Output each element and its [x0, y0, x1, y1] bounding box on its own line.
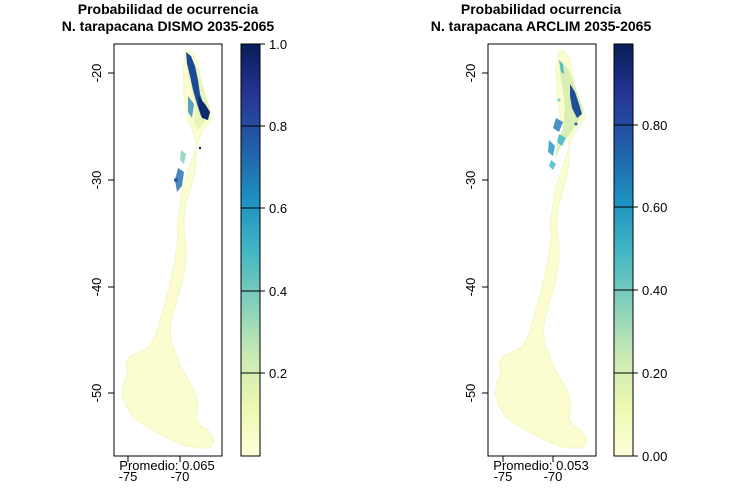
legend-tick-label: 1.0: [269, 37, 287, 52]
panel-title-line2: N. tarapacana ARCLIM 2035-2065: [431, 18, 652, 34]
y-tick-label: -40: [463, 278, 478, 297]
legend-tick-label: 0.20: [642, 366, 667, 381]
legend-tick-label: 0.6: [269, 201, 287, 216]
y-axis: -20 -30 -40 -50: [89, 64, 114, 403]
y-tick-label: -30: [463, 171, 478, 190]
occurrence-map: [495, 50, 587, 448]
panel-dismo: Probabilidad de ocurrencia N. tarapacana…: [62, 1, 287, 484]
panel-arclim: Probabilidad ocurrencia N. tarapacana AR…: [431, 1, 668, 484]
y-tick-label: -30: [89, 171, 104, 190]
legend-tick-label: 0.8: [269, 119, 287, 134]
x-axis: Promedio: 0.053 -75 -70: [493, 456, 588, 484]
y-tick-label: -20: [463, 64, 478, 83]
y-axis: -20 -30 -40 -50: [463, 64, 488, 403]
y-tick-label: -50: [89, 384, 104, 403]
panel-title-line1: Probabilidad ocurrencia: [461, 1, 621, 17]
legend-tick-label: 0.2: [269, 366, 287, 381]
legend-tick-label: 0.00: [642, 449, 667, 464]
y-tick-label: -40: [89, 278, 104, 297]
y-tick-label: -50: [463, 384, 478, 403]
y-tick-label: -20: [89, 64, 104, 83]
x-tick-label: -70: [171, 469, 190, 484]
x-axis: Promedio: 0.065 -75 -70: [119, 456, 215, 484]
legend-tick-label: 0.80: [642, 118, 667, 133]
occurrence-map: [122, 50, 214, 448]
legend-tick-label: 0.40: [642, 283, 667, 298]
legend-colorbar: [614, 44, 633, 456]
legend-colorbar: [241, 44, 260, 456]
x-tick-label: -75: [494, 469, 513, 484]
legend-tick-label: 0.60: [642, 200, 667, 215]
color-legend: 0.00 0.20 0.40 0.60 0.80: [614, 44, 667, 464]
color-legend: 0.2 0.4 0.6 0.8 1.0: [241, 37, 287, 456]
panel-title-line2: N. tarapacana DISMO 2035-2065: [62, 18, 275, 34]
x-tick-label: -75: [119, 469, 138, 484]
panel-title-line1: Probabilidad de ocurrencia: [78, 1, 259, 17]
x-tick-label: -70: [544, 469, 563, 484]
legend-tick-label: 0.4: [269, 284, 287, 299]
